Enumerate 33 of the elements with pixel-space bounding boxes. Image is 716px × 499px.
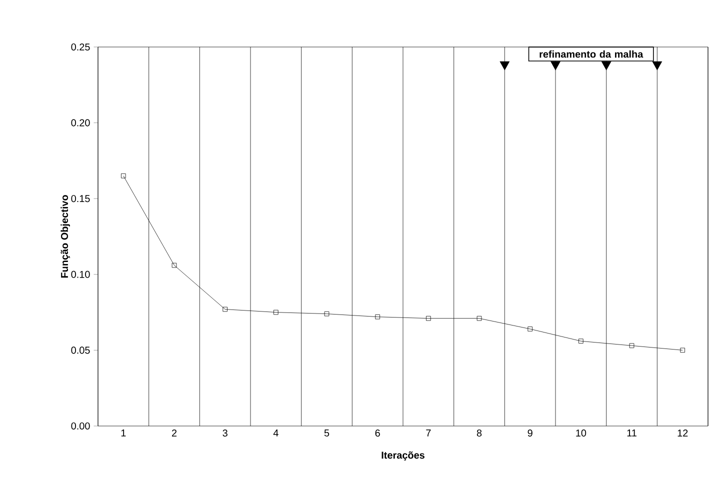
x-tick-label: 8	[476, 430, 482, 437]
x-tick-label: 1	[121, 430, 126, 436]
x-tick-label: 6	[375, 430, 380, 437]
annotation: refinamento da malha	[540, 50, 644, 58]
y-axis-title: Função Objectivo	[60, 195, 70, 278]
point	[324, 311, 330, 316]
x-tick-label: 5	[324, 430, 330, 436]
y-tick-label: 0.25	[71, 43, 90, 51]
x-tick-label: 12	[678, 430, 688, 436]
y-tick-label: 0.15	[71, 195, 90, 202]
point	[172, 262, 177, 268]
point	[375, 314, 380, 320]
y-tick-label: 0.10	[71, 270, 90, 278]
y-tick-label: 0.00	[71, 422, 90, 430]
x-tick-label: 10	[576, 430, 586, 437]
x-tick-label: 9	[528, 430, 532, 437]
x-tick-label: 2	[172, 430, 177, 436]
x-axis-title: Iterações	[382, 451, 424, 461]
x-tick-label: 7	[426, 430, 431, 436]
point	[426, 316, 431, 321]
point	[222, 306, 228, 312]
x-tick-label: 4	[273, 430, 278, 436]
point	[629, 343, 634, 348]
y-tick-label: 0.20	[71, 119, 90, 126]
y-tick-label: 0.05	[71, 346, 90, 354]
point	[578, 338, 584, 344]
x-tick-label: 11	[627, 430, 636, 436]
point	[680, 348, 685, 353]
point	[476, 316, 482, 321]
point	[528, 326, 532, 332]
point	[274, 310, 278, 315]
x-tick-label: 3	[222, 430, 228, 437]
point	[121, 173, 126, 178]
